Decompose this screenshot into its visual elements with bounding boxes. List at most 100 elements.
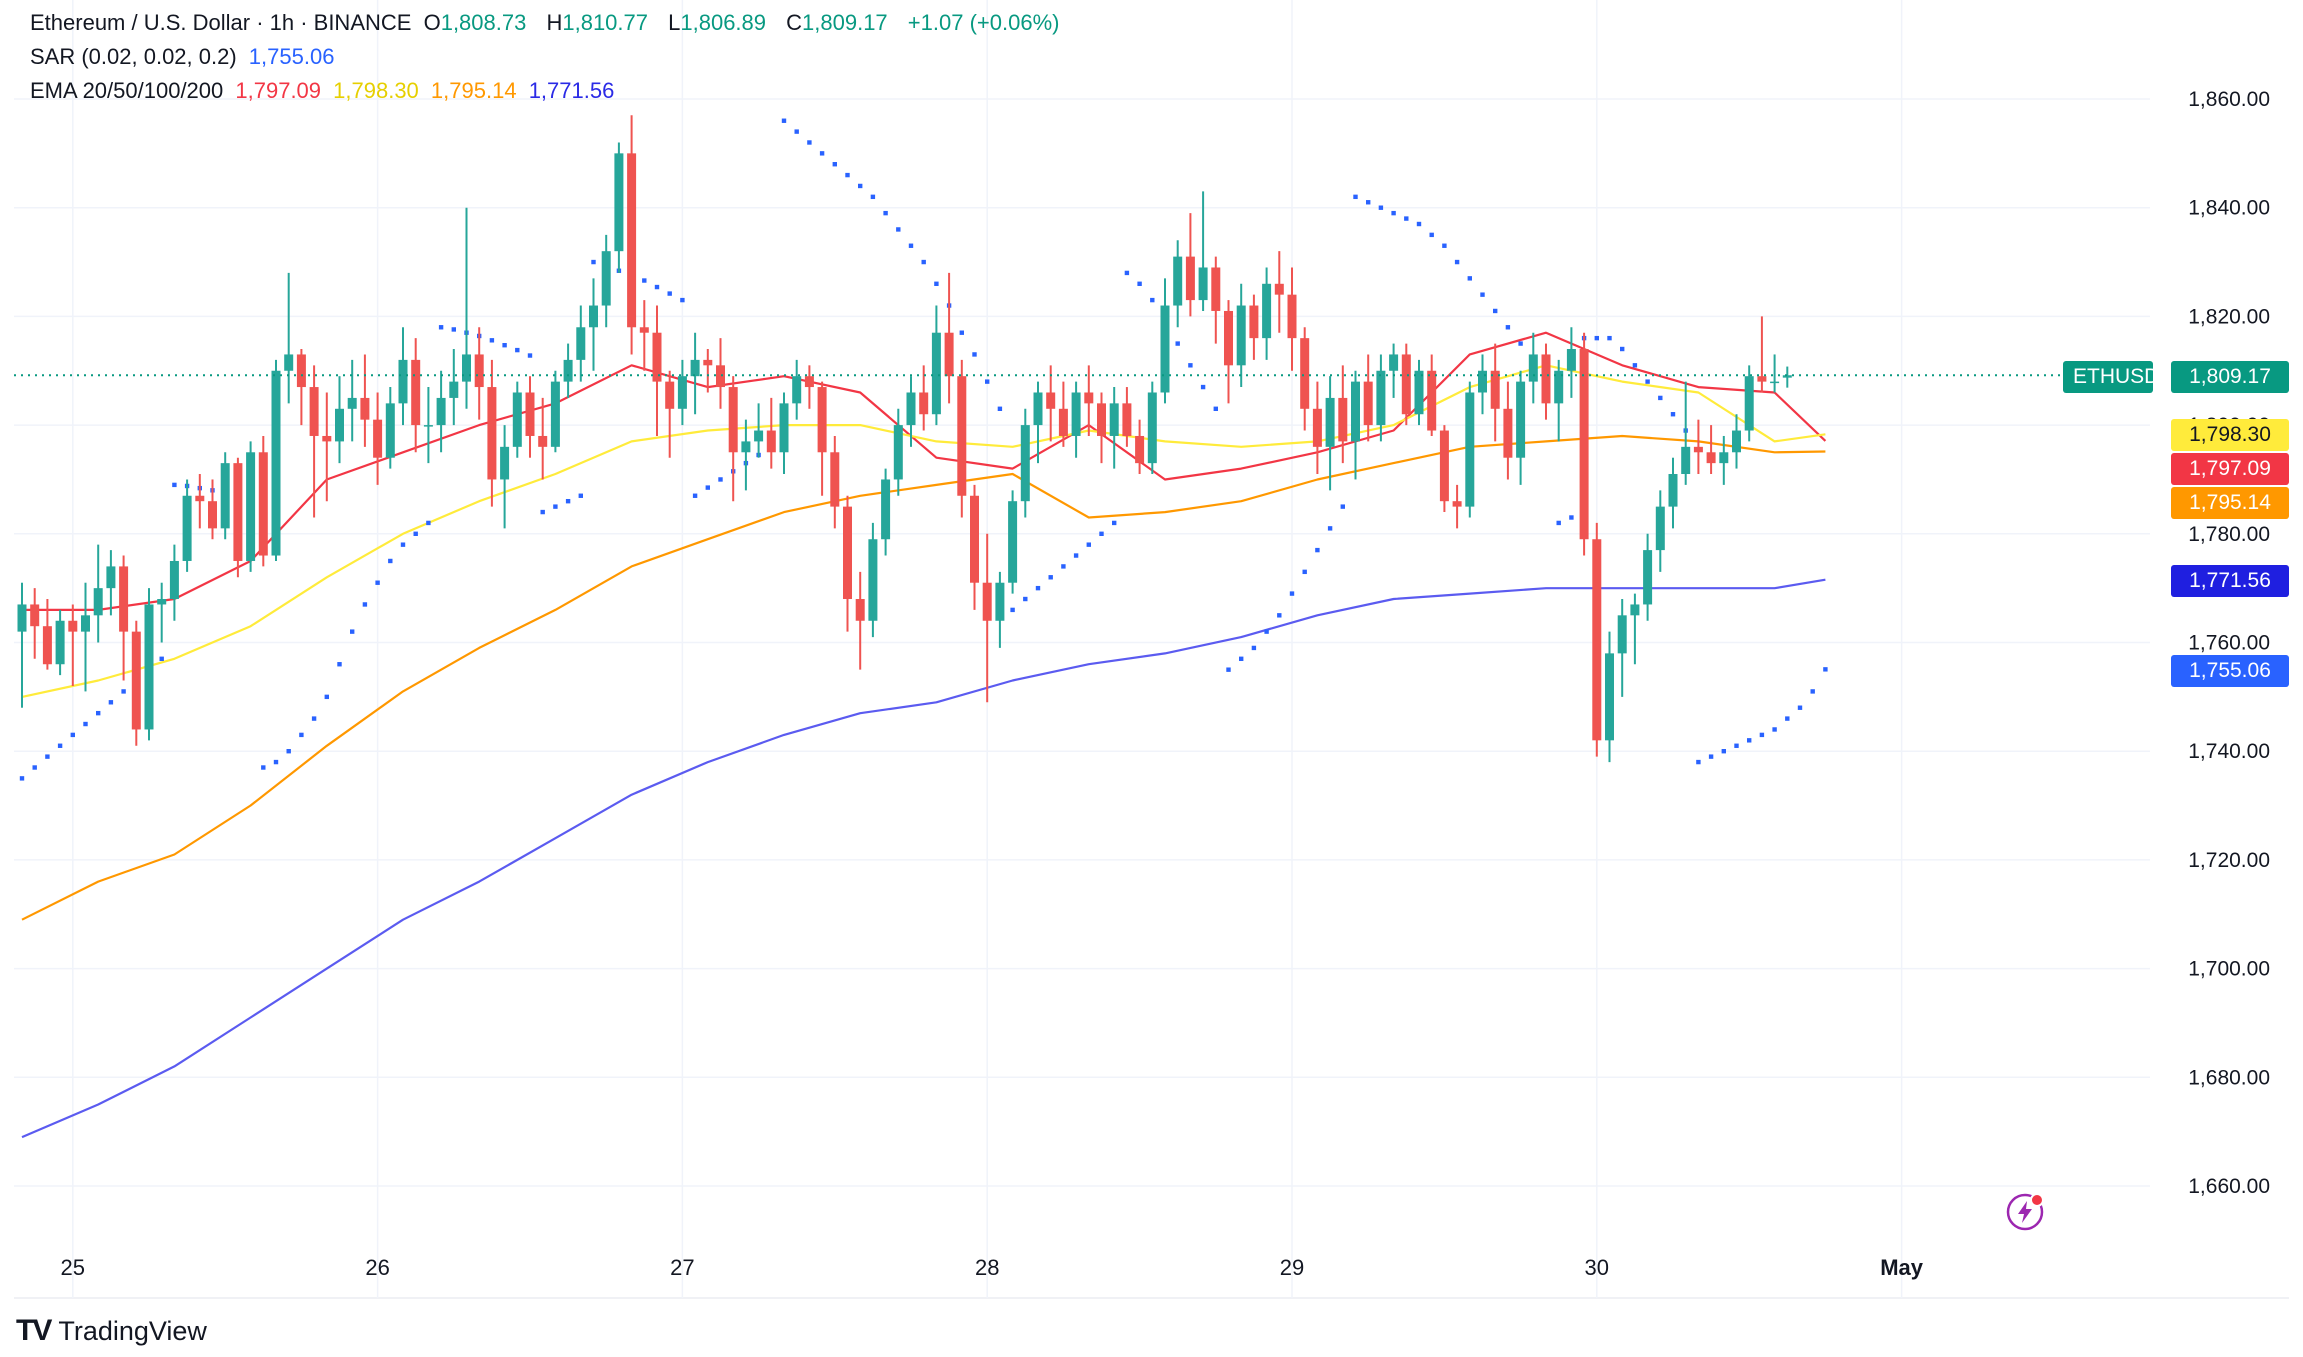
candle	[1605, 631, 1614, 763]
ema200-tag[interactable]: 1,771.56	[2171, 565, 2289, 597]
candle-body	[982, 582, 992, 621]
candle-body	[957, 376, 967, 496]
candle-body	[1211, 267, 1221, 311]
candle-body	[1185, 256, 1195, 301]
sar-dot	[286, 749, 291, 754]
candle	[703, 349, 713, 393]
sar-dot	[1023, 596, 1028, 602]
candle-body	[1020, 425, 1030, 502]
sar-dot	[413, 531, 418, 536]
candle-body	[1592, 539, 1602, 741]
candle-body	[1401, 354, 1411, 415]
symbol-tag[interactable]: ETHUSD	[2063, 361, 2159, 393]
sar-dot	[1696, 759, 1701, 765]
x-tick-label: 28	[975, 1255, 999, 1280]
candle	[792, 359, 802, 420]
candle-body	[1058, 408, 1068, 436]
sar-dot	[1823, 667, 1828, 672]
sar-dot	[451, 327, 456, 332]
candle	[246, 441, 256, 572]
sar-dot	[1734, 743, 1739, 748]
sar-dot	[972, 352, 977, 357]
candle	[525, 376, 535, 458]
legend-high-value: 1,810.77	[562, 10, 648, 35]
candle	[144, 588, 154, 741]
candle	[1490, 343, 1500, 442]
candle	[119, 555, 129, 681]
ema100-tag[interactable]: 1,795.14	[2171, 487, 2289, 519]
candle-body	[1071, 392, 1081, 436]
candle-body	[1744, 376, 1754, 431]
candle-body	[601, 251, 611, 306]
sar-dot	[870, 194, 876, 200]
ema20-tag[interactable]: 1,797.09	[2171, 453, 2289, 485]
candle-body	[703, 359, 713, 366]
candle-body	[995, 582, 1005, 621]
candle-body	[1643, 550, 1653, 605]
candle	[1185, 213, 1195, 317]
candle-body	[1325, 397, 1335, 447]
legend-ema-label: EMA 20/50/100/200	[30, 78, 224, 103]
legend-sar-row[interactable]: SAR (0.02, 0.02, 0.2) 1,755.06	[30, 40, 340, 74]
sar-dot	[807, 140, 812, 145]
sar-dot	[1404, 216, 1409, 221]
candle-body	[1160, 305, 1170, 393]
sar-dot	[502, 343, 507, 348]
legend-ema200-value: 1,771.56	[528, 78, 615, 103]
candle-body	[639, 327, 649, 333]
candle	[296, 349, 306, 426]
ema-100-line	[21, 434, 1826, 921]
x-axis[interactable]: 25 26 27 28 29 30 May	[61, 1255, 1924, 1280]
sar-dot	[311, 716, 317, 721]
candle	[1046, 365, 1056, 442]
candle	[1439, 425, 1449, 513]
sar-dot	[1429, 232, 1434, 238]
sar-dot	[781, 118, 787, 123]
y-axis[interactable]: 1,660.00 1,680.00 1,700.00 1,720.00 1,740.00…	[2188, 88, 2270, 1198]
candle-body	[1566, 349, 1576, 371]
legend-ema-row[interactable]: EMA 20/50/100/200 1,797.09 1,798.30 1,79…	[30, 74, 620, 108]
ema50-tag[interactable]: 1,798.30	[2171, 419, 2289, 451]
sar-dot	[1277, 613, 1282, 618]
candle	[1274, 251, 1284, 333]
candle	[411, 338, 421, 453]
sar-dot	[159, 656, 164, 662]
candle	[1084, 365, 1094, 436]
sar-dot	[362, 602, 368, 607]
candle	[639, 300, 649, 371]
x-tick-label: May	[1880, 1255, 1924, 1280]
candle-body	[716, 365, 725, 388]
candle	[1757, 316, 1767, 393]
candle-body	[1262, 283, 1272, 339]
candle	[1744, 365, 1754, 442]
candle	[1224, 300, 1233, 404]
candle-body	[1681, 446, 1691, 475]
candle-body	[1033, 392, 1043, 426]
sar-dot	[832, 162, 837, 167]
candle	[550, 370, 560, 453]
candle	[1655, 490, 1665, 572]
candle	[233, 457, 243, 578]
sar-tag[interactable]: 1,755.06	[2171, 655, 2289, 687]
legend-open-label: O	[423, 10, 441, 35]
candle-body	[258, 452, 268, 556]
sar-dot	[1251, 645, 1257, 651]
candle-body	[462, 354, 471, 382]
candle-body	[1109, 403, 1119, 436]
x-tick-label: 26	[365, 1255, 389, 1280]
candle-body	[1655, 506, 1665, 551]
sar-dot	[1035, 585, 1041, 591]
candle-body	[55, 620, 65, 665]
candle	[208, 479, 217, 540]
legend-change: +1.07 (+0.06%)	[907, 10, 1060, 35]
sar-dot	[565, 498, 571, 504]
candle-body	[1008, 501, 1018, 583]
last-price-tag[interactable]: 1,809.17	[2171, 361, 2289, 393]
candle	[1643, 533, 1653, 621]
lightning-icon[interactable]	[2006, 1193, 2044, 1231]
sar-dot	[400, 542, 406, 547]
tradingview-footer[interactable]: TV TradingView	[16, 1314, 207, 1348]
candle-body	[1439, 430, 1449, 502]
legend-symbol[interactable]: Ethereum / U.S. Dollar · 1h · BINANCE	[30, 10, 412, 35]
